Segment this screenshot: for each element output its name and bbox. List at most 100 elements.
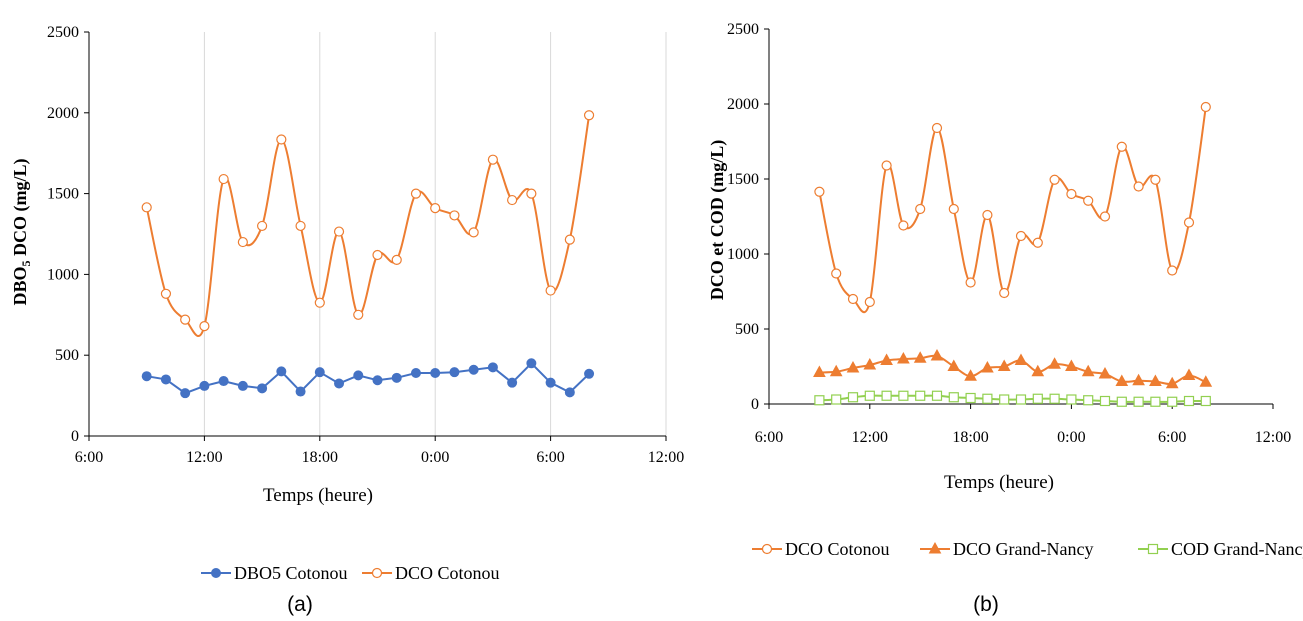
chart-b-data-point	[1099, 211, 1111, 222]
chart-a-legend-label: DBO5 Cotonou	[234, 563, 348, 583]
chart-b-data-point	[1032, 393, 1043, 404]
chart-a-data-point	[257, 383, 268, 394]
chart-b-series	[813, 101, 1213, 407]
chart-b-legend-item: DCO Cotonou	[752, 539, 890, 559]
chart-a-data-point	[526, 358, 537, 369]
chart-b-data-point	[814, 186, 825, 197]
chart-b-data-point	[1049, 393, 1060, 404]
chart-b-data-point	[831, 268, 842, 279]
chart-a-y-tick-label: 0	[71, 428, 79, 445]
chart-b-data-point	[1083, 395, 1094, 406]
chart-b-data-point	[1167, 265, 1178, 276]
chart-b-legend-marker	[1147, 543, 1159, 555]
chart-a-data-point	[545, 285, 556, 296]
chart-b-series-2	[813, 348, 1213, 389]
chart-a-series-2	[141, 110, 595, 337]
chart-a-series-2-line	[145, 115, 591, 337]
chart-a-data-point	[487, 154, 498, 165]
chart-a-data-point	[372, 249, 383, 261]
chart-a-data-point	[449, 210, 460, 221]
chart-a-data-point	[353, 370, 364, 381]
chart-b-data-point	[964, 369, 977, 381]
chart-b-axes	[768, 29, 1273, 405]
chart-b-series-3	[814, 390, 1211, 407]
chart-a-data-point	[295, 220, 306, 232]
chart-a-y-tick-label: 500	[55, 347, 79, 364]
chart-b-legend-item: COD Grand-Nancy	[1138, 539, 1303, 559]
chart-a-data-point	[295, 386, 306, 397]
chart-b-legend-marker	[761, 543, 773, 555]
chart-a-x-tick-label: 12:00	[648, 449, 684, 466]
chart-b-data-point	[1149, 374, 1162, 386]
chart-b-data-point	[880, 353, 893, 365]
chart-a-y-tick-labels: 0 500 1000 1500 2000 2500	[47, 24, 89, 445]
chart-b-x-axis-label: Temps (heure)	[944, 472, 1054, 493]
chart-a-data-point	[180, 388, 191, 399]
chart-b-data-point	[1165, 376, 1179, 389]
chart-b-data-point	[981, 360, 994, 373]
chart-a-data-point	[199, 321, 210, 332]
chart-a-data-point	[334, 378, 345, 389]
chart-a-x-tick-label: 6:00	[536, 449, 564, 466]
chart-a-legend-marker	[371, 567, 383, 579]
chart-b-series-2-line	[819, 354, 1207, 386]
chart-a-series-1-line	[146, 361, 590, 395]
chart-a-legend: DBO5 Cotonou DCO Cotonou	[201, 563, 500, 583]
chart-b-y-tick-label: 1500	[727, 171, 759, 188]
chart-b-y-tick-label: 2000	[727, 96, 759, 113]
chart-a-data-point	[141, 202, 152, 213]
chart-a-data-point	[468, 227, 479, 238]
chart-b-data-point	[1199, 375, 1213, 387]
chart-a-y-tick-label: 1000	[47, 266, 79, 283]
chart-b-y-tick-label: 2500	[727, 21, 759, 38]
chart-a-data-point	[468, 364, 479, 375]
chart-a-data-point	[141, 371, 152, 382]
chart-a-data-point	[180, 314, 191, 325]
chart-b-data-point	[915, 390, 926, 401]
chart-b-data-point	[847, 293, 859, 305]
chart-b-data-point	[881, 390, 892, 401]
chart-b-x-tick-label: 12:00	[1255, 429, 1291, 446]
chart-b-data-point	[1182, 368, 1196, 380]
chart-b-y-tick-labels: 0 500 1000 1500 2000 2500	[727, 21, 769, 413]
chart-b-data-point	[915, 203, 926, 215]
chart-b-legend-item: DCO Grand-Nancy	[920, 539, 1093, 559]
chart-b-legend-label: DCO Cotonou	[785, 539, 890, 559]
chart-a-data-point	[564, 387, 575, 398]
chart-a-legend-item: DBO5 Cotonou	[201, 563, 348, 583]
chart-b-data-point	[1031, 364, 1045, 377]
chart-b-data-point	[864, 390, 875, 401]
chart-b-data-point	[1200, 395, 1211, 407]
chart-b-data-point	[931, 390, 943, 401]
chart-a-legend-marker	[211, 568, 221, 578]
chart-a-data-point	[584, 368, 595, 379]
chart-b-data-point	[813, 365, 826, 377]
chart-a-data-point	[410, 188, 422, 199]
chart-b-series-3-line	[819, 394, 1206, 403]
chart-b-data-point	[1066, 394, 1077, 405]
chart-b-data-point	[965, 392, 976, 404]
chart-b-data-point	[831, 394, 842, 405]
chart-b-x-tick-labels: 6:00 12:00 18:00 0:00 6:00 12:00	[755, 404, 1291, 446]
chart-a-axes	[88, 32, 666, 437]
chart-b-data-point	[1200, 101, 1211, 113]
chart-b-data-point	[1183, 395, 1195, 407]
chart-b-data-point	[1167, 396, 1178, 407]
chart-a-data-point	[218, 173, 229, 185]
chart-a-series-1	[141, 358, 595, 399]
chart-b-data-point	[1116, 396, 1127, 407]
chart-a-data-point	[276, 366, 287, 377]
chart-a-data-point	[199, 380, 210, 391]
chart-b-data-point	[1032, 237, 1043, 248]
chart-b-series-1-line	[818, 106, 1207, 314]
chart-a-data-point	[391, 254, 402, 265]
chart-a-data-point	[583, 110, 595, 121]
chart-b-data-point	[1015, 230, 1027, 242]
chart-a-data-point	[391, 372, 402, 383]
chart-a-legend-item: DCO Cotonou	[362, 563, 500, 583]
chart-a-data-point	[160, 288, 172, 299]
chart-a-panel-label: (a)	[287, 593, 313, 616]
chart-b-data-point	[829, 364, 843, 377]
